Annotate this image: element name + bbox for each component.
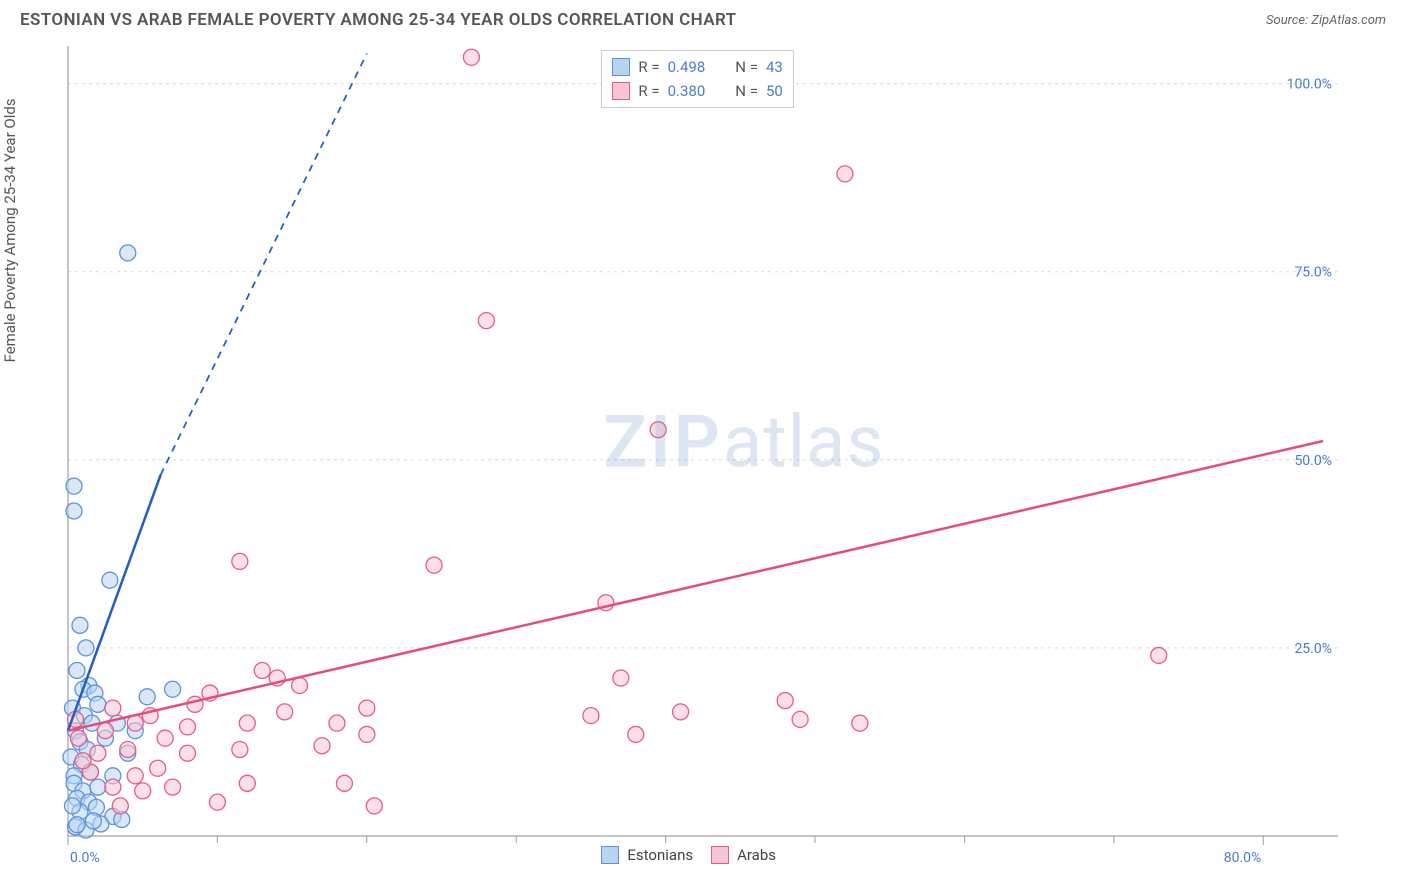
trend-line xyxy=(68,441,1323,731)
n-value: 50 xyxy=(766,79,783,103)
data-point xyxy=(314,738,330,754)
data-point xyxy=(105,779,121,795)
data-point xyxy=(254,662,270,678)
r-label: R = xyxy=(638,79,659,103)
data-point xyxy=(66,478,82,494)
legend-swatch xyxy=(711,846,729,864)
data-point xyxy=(232,553,248,569)
data-point xyxy=(359,726,375,742)
data-point xyxy=(180,719,196,735)
data-point xyxy=(64,798,80,814)
data-point xyxy=(85,813,101,829)
x-tick-label: 80.0% xyxy=(1224,850,1262,866)
y-tick-label: 75.0% xyxy=(1294,265,1332,281)
data-point xyxy=(150,760,166,776)
data-point xyxy=(127,768,143,784)
data-point xyxy=(1151,647,1167,663)
data-point xyxy=(165,681,181,697)
r-value: 0.380 xyxy=(668,79,706,103)
data-point xyxy=(359,700,375,716)
data-point xyxy=(75,753,91,769)
data-point xyxy=(139,689,155,705)
data-point xyxy=(478,313,494,329)
y-tick-label: 50.0% xyxy=(1294,453,1332,469)
chart-container: Female Poverty Among 25-34 Year Olds ZIP… xyxy=(20,38,1386,880)
legend-swatch xyxy=(612,82,630,100)
trend-line-extrapolated xyxy=(161,54,367,475)
data-point xyxy=(90,779,106,795)
data-point xyxy=(366,798,382,814)
legend-label: Estonians xyxy=(627,846,693,864)
legend-item: Arabs xyxy=(711,846,776,864)
data-point xyxy=(239,775,255,791)
data-point xyxy=(157,730,173,746)
data-point xyxy=(180,745,196,761)
data-point xyxy=(292,678,308,694)
data-point xyxy=(852,715,868,731)
data-point xyxy=(112,798,128,814)
y-tick-label: 100.0% xyxy=(1287,77,1332,93)
n-value: 43 xyxy=(766,55,783,79)
data-point xyxy=(78,640,94,656)
n-label: N = xyxy=(735,79,758,103)
chart-title: ESTONIAN VS ARAB FEMALE POVERTY AMONG 25… xyxy=(20,10,736,30)
chart-header: ESTONIAN VS ARAB FEMALE POVERTY AMONG 25… xyxy=(0,0,1406,38)
data-point xyxy=(105,700,121,716)
data-point xyxy=(650,422,666,438)
data-point xyxy=(426,557,442,573)
data-point xyxy=(66,503,82,519)
data-point xyxy=(792,711,808,727)
data-point xyxy=(777,693,793,709)
legend-swatch xyxy=(601,846,619,864)
data-point xyxy=(120,741,136,757)
data-point xyxy=(673,704,689,720)
data-point xyxy=(239,715,255,731)
legend-label: Arabs xyxy=(737,846,776,864)
x-tick-label: 0.0% xyxy=(70,850,100,866)
data-point xyxy=(69,662,85,678)
data-point xyxy=(135,783,151,799)
data-point xyxy=(187,696,203,712)
data-point xyxy=(837,166,853,182)
data-point xyxy=(329,715,345,731)
data-point xyxy=(70,730,86,746)
data-point xyxy=(72,617,88,633)
r-label: R = xyxy=(638,55,659,79)
data-point xyxy=(69,817,85,833)
legend-item: Estonians xyxy=(601,846,693,864)
data-point xyxy=(583,708,599,724)
data-point xyxy=(102,572,118,588)
n-label: N = xyxy=(735,55,758,79)
y-tick-label: 25.0% xyxy=(1294,641,1332,657)
source-label: Source: ZipAtlas.com xyxy=(1266,13,1386,28)
y-axis-label: Female Poverty Among 25-34 Year Olds xyxy=(1,98,19,362)
legend-row: R = 0.380 N = 50 xyxy=(612,79,782,103)
legend-row: R = 0.498 N = 43 xyxy=(612,55,782,79)
data-point xyxy=(165,779,181,795)
scatter-chart: 0.0% 80.0% 25.0% 50.0% 75.0% 100.0% xyxy=(20,38,1386,880)
legend-swatch xyxy=(612,58,630,76)
data-point xyxy=(209,794,225,810)
data-point xyxy=(463,49,479,65)
data-point xyxy=(97,723,113,739)
series-legend: Estonians Arabs xyxy=(601,846,776,864)
data-point xyxy=(628,726,644,742)
data-point xyxy=(336,775,352,791)
data-point xyxy=(90,745,106,761)
data-point xyxy=(90,696,106,712)
data-point xyxy=(232,741,248,757)
data-point xyxy=(277,704,293,720)
correlation-legend: R = 0.498 N = 43 R = 0.380 N = 50 xyxy=(601,50,793,108)
data-point xyxy=(120,245,136,261)
data-point xyxy=(613,670,629,686)
r-value: 0.498 xyxy=(668,55,706,79)
